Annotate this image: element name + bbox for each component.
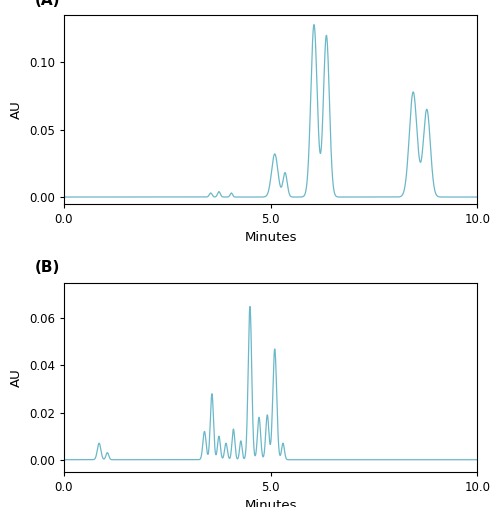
Y-axis label: AU: AU bbox=[10, 368, 24, 387]
X-axis label: Minutes: Minutes bbox=[245, 231, 297, 244]
X-axis label: Minutes: Minutes bbox=[245, 499, 297, 507]
Text: (B): (B) bbox=[34, 261, 60, 275]
Y-axis label: AU: AU bbox=[10, 100, 24, 119]
Text: (A): (A) bbox=[34, 0, 60, 8]
